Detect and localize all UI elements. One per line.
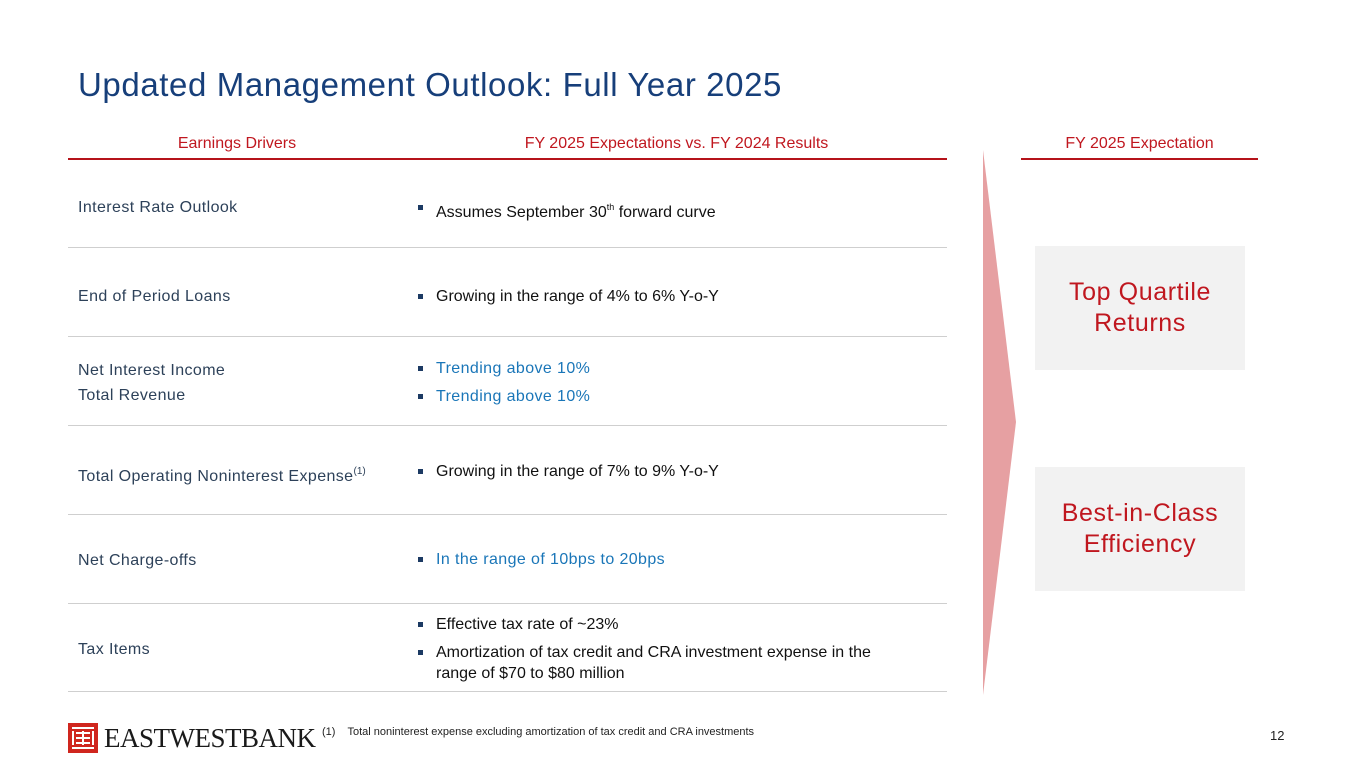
driver-tax-items: Tax Items bbox=[78, 641, 151, 658]
bullet-text: Trending above 10% bbox=[436, 388, 591, 405]
bullet-marker bbox=[418, 622, 423, 627]
box-line: Efficiency bbox=[1083, 530, 1197, 558]
driver-interest-rate-outlook: Interest Rate Outlook bbox=[78, 199, 238, 216]
bullet-amortization: Amortization of tax credit and CRA inves… bbox=[418, 642, 908, 684]
page-title: Updated Management Outlook: Full Year 20… bbox=[78, 66, 782, 103]
header-expectations-vs-results: FY 2025 Expectations vs. FY 2024 Results bbox=[524, 135, 829, 152]
bullet-interest-rate: Assumes September 30th forward curve bbox=[418, 197, 918, 223]
row-divider bbox=[68, 336, 947, 337]
bullet-marker bbox=[418, 557, 423, 562]
bullet-marker bbox=[418, 366, 423, 371]
bullet-charge-offs: In the range of 10bps to 20bps bbox=[418, 549, 918, 570]
chevron-arrow-icon bbox=[983, 150, 1016, 695]
driver-end-of-period-loans: End of Period Loans bbox=[78, 288, 231, 305]
header-rule-right bbox=[1021, 158, 1258, 160]
box-line: Best-in-Class bbox=[1061, 499, 1219, 527]
bullet-tax-rate: Effective tax rate of ~23% bbox=[418, 614, 918, 635]
bank-logo-icon bbox=[68, 723, 98, 753]
bullet-text: In the range of 10bps to 20bps bbox=[436, 551, 666, 568]
driver-total-operating-noninterest-expense: Total Operating Noninterest Expense(1) bbox=[78, 466, 366, 485]
header-fy-expectation: FY 2025 Expectation bbox=[1065, 135, 1214, 152]
box-line: Top Quartile bbox=[1069, 278, 1211, 306]
footnote: (1) Total noninterest expense excluding a… bbox=[322, 726, 754, 738]
east-west-bank-logo: EASTWESTBANK bbox=[68, 723, 316, 753]
bullet-text: Assumes September 30th forward curve bbox=[436, 202, 716, 221]
box-best-in-class-efficiency: Best-in-Class Efficiency bbox=[1035, 467, 1245, 591]
bullet-marker bbox=[418, 469, 423, 474]
footnote-number: (1) bbox=[322, 726, 336, 738]
page-number: 12 bbox=[1270, 728, 1285, 743]
row-divider bbox=[68, 691, 947, 692]
bullet-text: Growing in the range of 4% to 6% Y-o-Y bbox=[436, 288, 719, 305]
bullet-marker bbox=[418, 294, 423, 299]
driver-total-revenue: Total Revenue bbox=[78, 387, 186, 404]
driver-net-interest-income: Net Interest Income bbox=[78, 362, 226, 379]
box-line: Returns bbox=[1094, 309, 1186, 337]
bullet-text: Growing in the range of 7% to 9% Y-o-Y bbox=[436, 463, 719, 480]
driver-net-charge-offs: Net Charge-offs bbox=[78, 552, 197, 569]
logo-wordmark: EASTWESTBANK bbox=[104, 722, 316, 753]
bullet-revenue: Trending above 10% bbox=[418, 386, 918, 407]
bullet-nii: Trending above 10% bbox=[418, 358, 918, 379]
header-earnings-drivers: Earnings Drivers bbox=[177, 135, 297, 152]
bullet-marker bbox=[418, 205, 423, 210]
row-divider bbox=[68, 247, 947, 248]
bullet-text: Trending above 10% bbox=[436, 360, 591, 377]
row-divider bbox=[68, 603, 947, 604]
bullet-text: Amortization of tax credit and CRA inves… bbox=[436, 644, 871, 682]
bullet-loans: Growing in the range of 4% to 6% Y-o-Y bbox=[418, 286, 918, 307]
row-divider bbox=[68, 425, 947, 426]
bullet-expense: Growing in the range of 7% to 9% Y-o-Y bbox=[418, 461, 918, 482]
box-top-quartile-returns: Top Quartile Returns bbox=[1035, 246, 1245, 370]
footnote-text: Total noninterest expense excluding amor… bbox=[347, 726, 755, 738]
bullet-marker bbox=[418, 650, 423, 655]
bullet-marker bbox=[418, 394, 423, 399]
header-rule bbox=[68, 158, 947, 160]
bullet-text: Effective tax rate of ~23% bbox=[436, 616, 619, 633]
row-divider bbox=[68, 514, 947, 515]
